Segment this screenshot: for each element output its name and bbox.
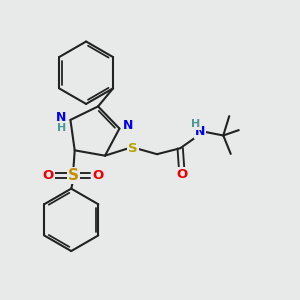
Text: O: O bbox=[92, 169, 103, 182]
Text: S: S bbox=[68, 168, 79, 183]
Text: N: N bbox=[56, 111, 67, 124]
Text: O: O bbox=[176, 169, 187, 182]
Text: O: O bbox=[43, 169, 54, 182]
Text: N: N bbox=[195, 125, 205, 138]
Text: S: S bbox=[128, 142, 138, 155]
Text: H: H bbox=[191, 119, 201, 130]
Text: N: N bbox=[123, 119, 133, 132]
Text: H: H bbox=[57, 123, 66, 133]
